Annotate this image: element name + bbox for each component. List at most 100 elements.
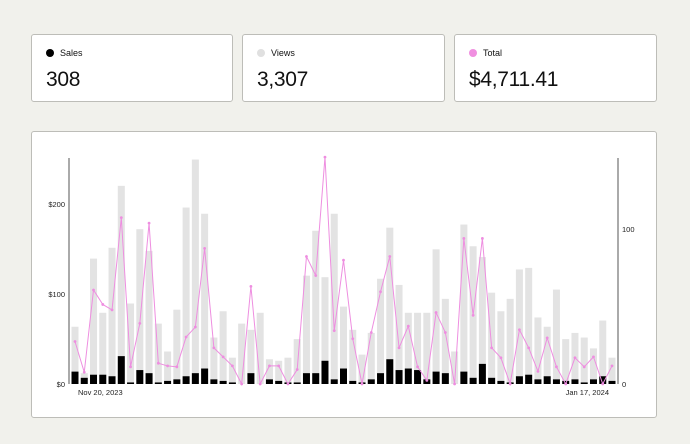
- left-tick-100: $100: [48, 290, 65, 299]
- sales-bar: [173, 379, 181, 384]
- views-bar: [293, 339, 301, 384]
- sales-bar: [404, 368, 412, 384]
- views-bar: [386, 227, 394, 384]
- views-bar: [238, 323, 246, 384]
- views-bar: [414, 312, 422, 384]
- sales-bar: [117, 356, 125, 384]
- sales-value: 308: [46, 68, 81, 91]
- views-bar: [349, 329, 357, 384]
- views-bar: [552, 289, 560, 384]
- sales-bar: [247, 373, 255, 384]
- total-point: [545, 336, 549, 340]
- views-bar: [377, 278, 385, 384]
- views-bar: [256, 312, 264, 384]
- sales-bar: [154, 382, 162, 384]
- sales-bar: [182, 376, 190, 384]
- right-tick-100: 100: [622, 225, 635, 234]
- sales-bar: [515, 376, 523, 384]
- sales-bar: [340, 368, 347, 384]
- views-bar: [460, 224, 468, 384]
- sales-bar: [608, 380, 616, 384]
- total-point: [555, 365, 558, 369]
- views-legend-dot: [257, 49, 265, 57]
- total-point: [369, 331, 373, 334]
- sales-bar: [367, 379, 375, 384]
- total-point: [230, 364, 234, 368]
- total-point: [138, 322, 142, 325]
- total-point: [240, 382, 244, 386]
- views-bar: [321, 277, 329, 384]
- sales-bar: [460, 371, 468, 384]
- total-point: [212, 346, 216, 350]
- views-bar: [506, 298, 514, 384]
- views-bar: [302, 275, 310, 384]
- total-point: [388, 255, 392, 258]
- total-point: [277, 364, 281, 368]
- total-value: $4,711.41: [469, 68, 559, 91]
- views-label: Views: [271, 48, 295, 58]
- sales-bar: [599, 376, 607, 384]
- views-bar: [247, 329, 255, 384]
- views-bar: [117, 185, 125, 384]
- views-bar: [136, 229, 144, 384]
- sales-bar: [562, 380, 570, 384]
- sales-bar: [377, 373, 385, 384]
- total-point: [527, 346, 531, 350]
- total-point: [536, 369, 540, 373]
- total-point: [508, 382, 512, 386]
- total-line: [73, 155, 614, 386]
- total-point: [342, 258, 345, 262]
- views-bar: [451, 351, 459, 384]
- views-bar: [543, 326, 551, 384]
- views-bar: [154, 323, 162, 384]
- sales-bar: [432, 371, 440, 384]
- sales-bar: [99, 374, 107, 384]
- sales-bar: [552, 379, 560, 384]
- views-bar: [201, 213, 209, 384]
- sales-bar: [478, 363, 486, 384]
- views-bar: [404, 312, 412, 384]
- total-point: [147, 221, 151, 225]
- views-bar: [228, 357, 236, 384]
- views-bar: [90, 258, 98, 384]
- views-bar: [525, 267, 533, 384]
- total-point: [184, 335, 188, 339]
- sales-bar: [201, 368, 209, 384]
- total-point: [119, 216, 123, 220]
- sales-bar: [71, 371, 79, 384]
- views-bar: [108, 247, 116, 384]
- views-bar: [99, 312, 107, 384]
- sales-bar: [265, 379, 273, 384]
- sales-bar: [302, 373, 310, 384]
- views-bar: [330, 213, 338, 384]
- total-point: [480, 237, 484, 240]
- views-bar: [534, 317, 542, 384]
- total-point: [518, 328, 521, 332]
- total-point: [434, 311, 438, 314]
- views-bar: [284, 357, 292, 384]
- views-bar: [340, 306, 347, 384]
- views-bars: [71, 159, 616, 384]
- sales-bar: [321, 360, 329, 384]
- views-bar: [210, 337, 218, 384]
- views-bar: [497, 311, 505, 384]
- views-bar: [358, 354, 366, 384]
- sales-bar: [386, 359, 394, 384]
- sales-bar: [293, 382, 301, 384]
- views-card: Views 3,307: [242, 34, 445, 102]
- views-bar: [219, 311, 227, 384]
- total-point: [592, 355, 595, 359]
- total-point: [582, 365, 586, 369]
- total-point: [166, 364, 169, 368]
- left-tick-200: $200: [48, 200, 65, 209]
- views-bar: [423, 312, 431, 384]
- sales-card: Sales 308: [31, 34, 233, 102]
- sales-bar: [349, 380, 357, 384]
- sales-bar: [90, 374, 98, 384]
- views-bar: [432, 249, 440, 384]
- total-point: [471, 313, 475, 317]
- sales-bar: [469, 377, 477, 384]
- sales-bar: [275, 380, 283, 384]
- views-bar: [164, 351, 172, 384]
